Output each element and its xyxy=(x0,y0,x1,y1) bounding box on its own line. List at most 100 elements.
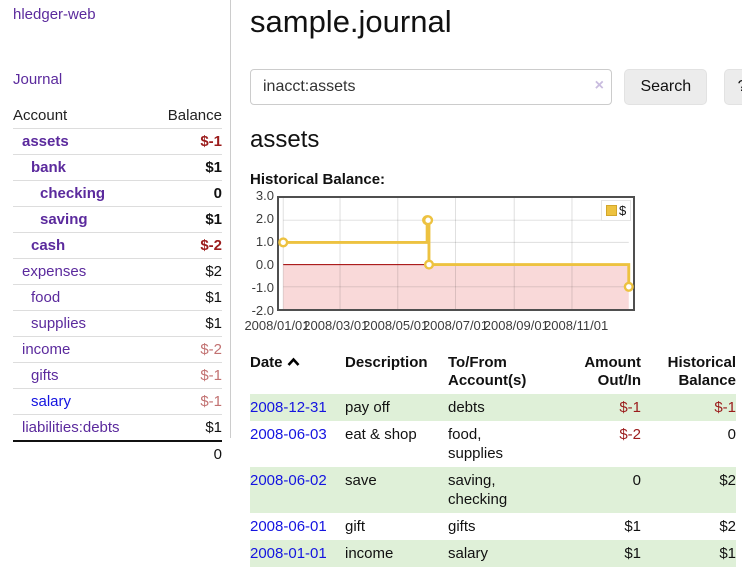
legend-swatch xyxy=(606,205,617,216)
register-cell-date: 2008-06-01 xyxy=(250,513,345,540)
account-balance: $1 xyxy=(151,310,222,337)
account-link-assets[interactable]: assets xyxy=(22,133,69,150)
register-header-date[interactable]: Date xyxy=(250,350,345,394)
legend-label: $ xyxy=(619,203,627,218)
register-table: Date Description To/From Account(s) Amou… xyxy=(250,350,736,567)
register-cell-accounts: saving, checking xyxy=(448,472,508,508)
help-button[interactable]: ? xyxy=(723,69,742,105)
account-link-gifts[interactable]: gifts xyxy=(31,367,59,384)
transaction-date-link[interactable]: 2008-06-02 xyxy=(250,472,327,489)
register-row: 2008-06-03 eat & shop food, supplies $-2 0 xyxy=(250,421,736,467)
register-cell-amount: 0 xyxy=(632,472,641,489)
register-header-row: Date Description To/From Account(s) Amou… xyxy=(250,350,736,394)
x-tick-label: 2008/09/01 xyxy=(483,318,549,333)
transaction-date-link[interactable]: 2008-06-01 xyxy=(250,518,327,535)
main-panel: sample.journal × Search ? assets Histori… xyxy=(238,0,742,567)
account-row: expenses $2 xyxy=(13,258,222,285)
register-cell-accounts: food, supplies xyxy=(448,426,504,462)
accounts-header-account: Account xyxy=(13,103,152,129)
register-cell-balance: $-1 xyxy=(714,399,736,416)
y-tick-label: 2.0 xyxy=(255,211,274,226)
y-tick-label: 0.0 xyxy=(255,257,274,272)
account-balance: $1 xyxy=(151,206,222,233)
search-input-wrap: × xyxy=(250,69,612,105)
account-link-supplies[interactable]: supplies xyxy=(31,315,87,332)
transaction-date-link[interactable]: 2008-12-31 xyxy=(250,399,327,416)
account-link-cash[interactable]: cash xyxy=(31,237,66,254)
x-tick-label: 2008/03/01 xyxy=(303,318,369,333)
register-cell-description: eat & shop xyxy=(345,426,417,443)
x-tick-label: 2008/11/01 xyxy=(544,318,609,333)
account-balance: 0 xyxy=(151,180,222,207)
register-header-accounts: To/From Account(s) xyxy=(448,354,527,389)
register-cell-balance: $1 xyxy=(719,545,736,562)
account-link-food[interactable]: food xyxy=(31,289,61,306)
register-header-description: Description xyxy=(345,354,428,371)
register-cell-amount: $-1 xyxy=(619,399,641,416)
register-header-date-label: Date xyxy=(250,354,283,371)
search-input[interactable] xyxy=(250,69,612,105)
accounts-total-row: 0 xyxy=(13,440,222,467)
account-balance: $2 xyxy=(151,258,222,285)
register-row: 2008-06-01 gift gifts $1 $2 xyxy=(250,513,736,540)
y-tick-label: 1.0 xyxy=(255,234,274,249)
account-balance: $1 xyxy=(151,414,222,441)
account-balance: $-1 xyxy=(151,388,222,415)
account-row: salary $-1 xyxy=(13,388,222,415)
register-cell-amount: $1 xyxy=(624,545,641,562)
account-row: supplies $1 xyxy=(13,310,222,337)
accounts-header-row: Account Balance xyxy=(13,103,222,129)
account-link-bank[interactable]: bank xyxy=(31,159,67,176)
account-balance: $-1 xyxy=(151,362,222,389)
account-balance: $-2 xyxy=(151,336,222,363)
account-link-liabilities-debts[interactable]: liabilities:debts xyxy=(22,419,120,436)
account-heading: assets xyxy=(250,126,320,153)
search-form: × Search ? xyxy=(250,69,742,107)
chart-plot-area[interactable] xyxy=(277,196,635,311)
register-row: 2008-01-01 income salary $1 $1 xyxy=(250,540,736,567)
accounts-header-balance: Balance xyxy=(151,103,222,129)
account-row: income $-2 xyxy=(13,336,222,363)
account-row: food $1 xyxy=(13,284,222,311)
account-link-expenses[interactable]: expenses xyxy=(22,263,87,280)
x-tick-label: 2008/01/01 xyxy=(244,318,310,333)
register-cell-amount: $-2 xyxy=(619,426,641,443)
register-row: 2008-06-02 save saving, checking 0 $2 xyxy=(250,467,736,513)
account-row: cash $-2 xyxy=(13,232,222,259)
register-cell-accounts: debts xyxy=(448,399,485,416)
account-row: checking 0 xyxy=(13,180,222,207)
accounts-total-value: 0 xyxy=(151,440,222,467)
account-balance: $-2 xyxy=(151,232,222,259)
nav-journal-link[interactable]: Journal xyxy=(13,71,63,88)
account-row: assets $-1 xyxy=(13,128,222,155)
register-cell-balance: 0 xyxy=(727,426,736,443)
sort-ascending-icon xyxy=(287,357,299,366)
register-cell-description: pay off xyxy=(345,399,390,416)
register-header-amount: Amount Out/In xyxy=(584,354,641,389)
account-link-income[interactable]: income xyxy=(22,341,71,358)
y-tick-label: -2.0 xyxy=(251,303,274,318)
accounts-total-spacer xyxy=(13,440,152,467)
account-link-checking[interactable]: checking xyxy=(40,185,106,202)
register-cell-date: 2008-12-31 xyxy=(250,394,345,421)
register-header-balance: Historical Balance xyxy=(667,354,736,389)
transaction-date-link[interactable]: 2008-06-03 xyxy=(250,426,327,443)
register-cell-date: 2008-01-01 xyxy=(250,540,345,567)
register-cell-description: gift xyxy=(345,518,366,535)
account-link-salary[interactable]: salary xyxy=(31,393,72,410)
y-tick-label: 3.0 xyxy=(255,188,274,203)
chart-legend: $ xyxy=(601,200,632,221)
clear-search-icon[interactable]: × xyxy=(594,77,604,94)
register-cell-balance: $2 xyxy=(719,518,736,535)
brand-link[interactable]: hledger-web xyxy=(13,6,96,23)
register-cell-balance: $2 xyxy=(719,472,736,489)
account-balance: $1 xyxy=(151,284,222,311)
account-balance: $-1 xyxy=(151,128,222,155)
account-row: liabilities:debts $1 xyxy=(13,414,222,441)
transaction-date-link[interactable]: 2008-01-01 xyxy=(250,545,327,562)
balance-chart[interactable]: $ 3.0 2.0 1.0 0.0 -1.0 -2.0 2008/01/01 2008/03/… xyxy=(244,188,680,337)
search-button[interactable]: Search xyxy=(624,69,708,105)
account-link-saving[interactable]: saving xyxy=(40,211,88,228)
x-tick-label: 2008/07/01 xyxy=(422,318,489,333)
register-cell-description: save xyxy=(345,472,377,489)
